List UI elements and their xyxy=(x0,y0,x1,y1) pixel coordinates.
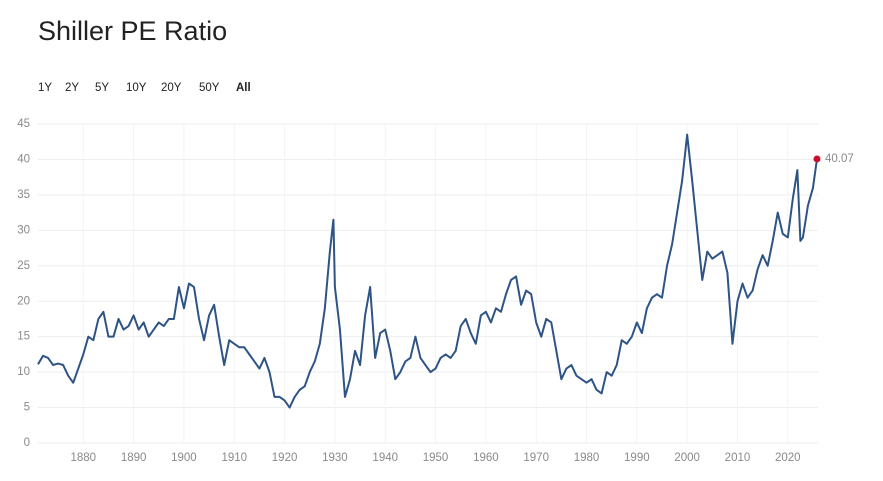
x-tick-label: 2020 xyxy=(775,452,801,464)
y-tick-label: 5 xyxy=(24,402,30,414)
x-tick-label: 1950 xyxy=(423,452,449,464)
last-point xyxy=(813,155,821,163)
y-tick-label: 35 xyxy=(17,189,30,201)
x-tick-label: 2000 xyxy=(674,452,700,464)
line-series xyxy=(37,133,818,409)
x-tick-label: 1920 xyxy=(272,452,298,464)
range-button[interactable]: 10Y xyxy=(126,82,147,94)
x-tick-label: 1960 xyxy=(473,452,499,464)
x-tick-label: 1890 xyxy=(121,452,147,464)
x-tick-label: 1930 xyxy=(322,452,348,464)
y-tick-label: 0 xyxy=(24,437,30,449)
x-tick-label: 1900 xyxy=(171,452,197,464)
x-tick-label: 1970 xyxy=(523,452,549,464)
range-button[interactable]: 5Y xyxy=(95,82,109,94)
x-tick-label: 2010 xyxy=(725,452,751,464)
x-tick-label: 1990 xyxy=(624,452,650,464)
last-value-label: 40.07 xyxy=(825,153,854,165)
x-tick-label: 1980 xyxy=(574,452,600,464)
y-tick-label: 15 xyxy=(17,331,30,343)
range-button[interactable]: 20Y xyxy=(161,82,182,94)
y-tick-label: 10 xyxy=(17,366,30,378)
range-button[interactable]: 2Y xyxy=(65,82,79,94)
y-tick-label: 45 xyxy=(17,118,30,130)
range-button[interactable]: 50Y xyxy=(199,82,220,94)
y-tick-label: 20 xyxy=(17,295,30,307)
y-tick-label: 30 xyxy=(17,224,30,236)
range-button[interactable]: All xyxy=(236,82,251,94)
chart-title: Shiller PE Ratio xyxy=(38,16,227,46)
x-tick-label: 1910 xyxy=(221,452,247,464)
x-tick-label: 1880 xyxy=(70,452,96,464)
range-button[interactable]: 1Y xyxy=(38,82,52,94)
y-tick-label: 40 xyxy=(17,153,30,165)
y-tick-label: 25 xyxy=(17,260,30,272)
x-tick-label: 1940 xyxy=(372,452,398,464)
